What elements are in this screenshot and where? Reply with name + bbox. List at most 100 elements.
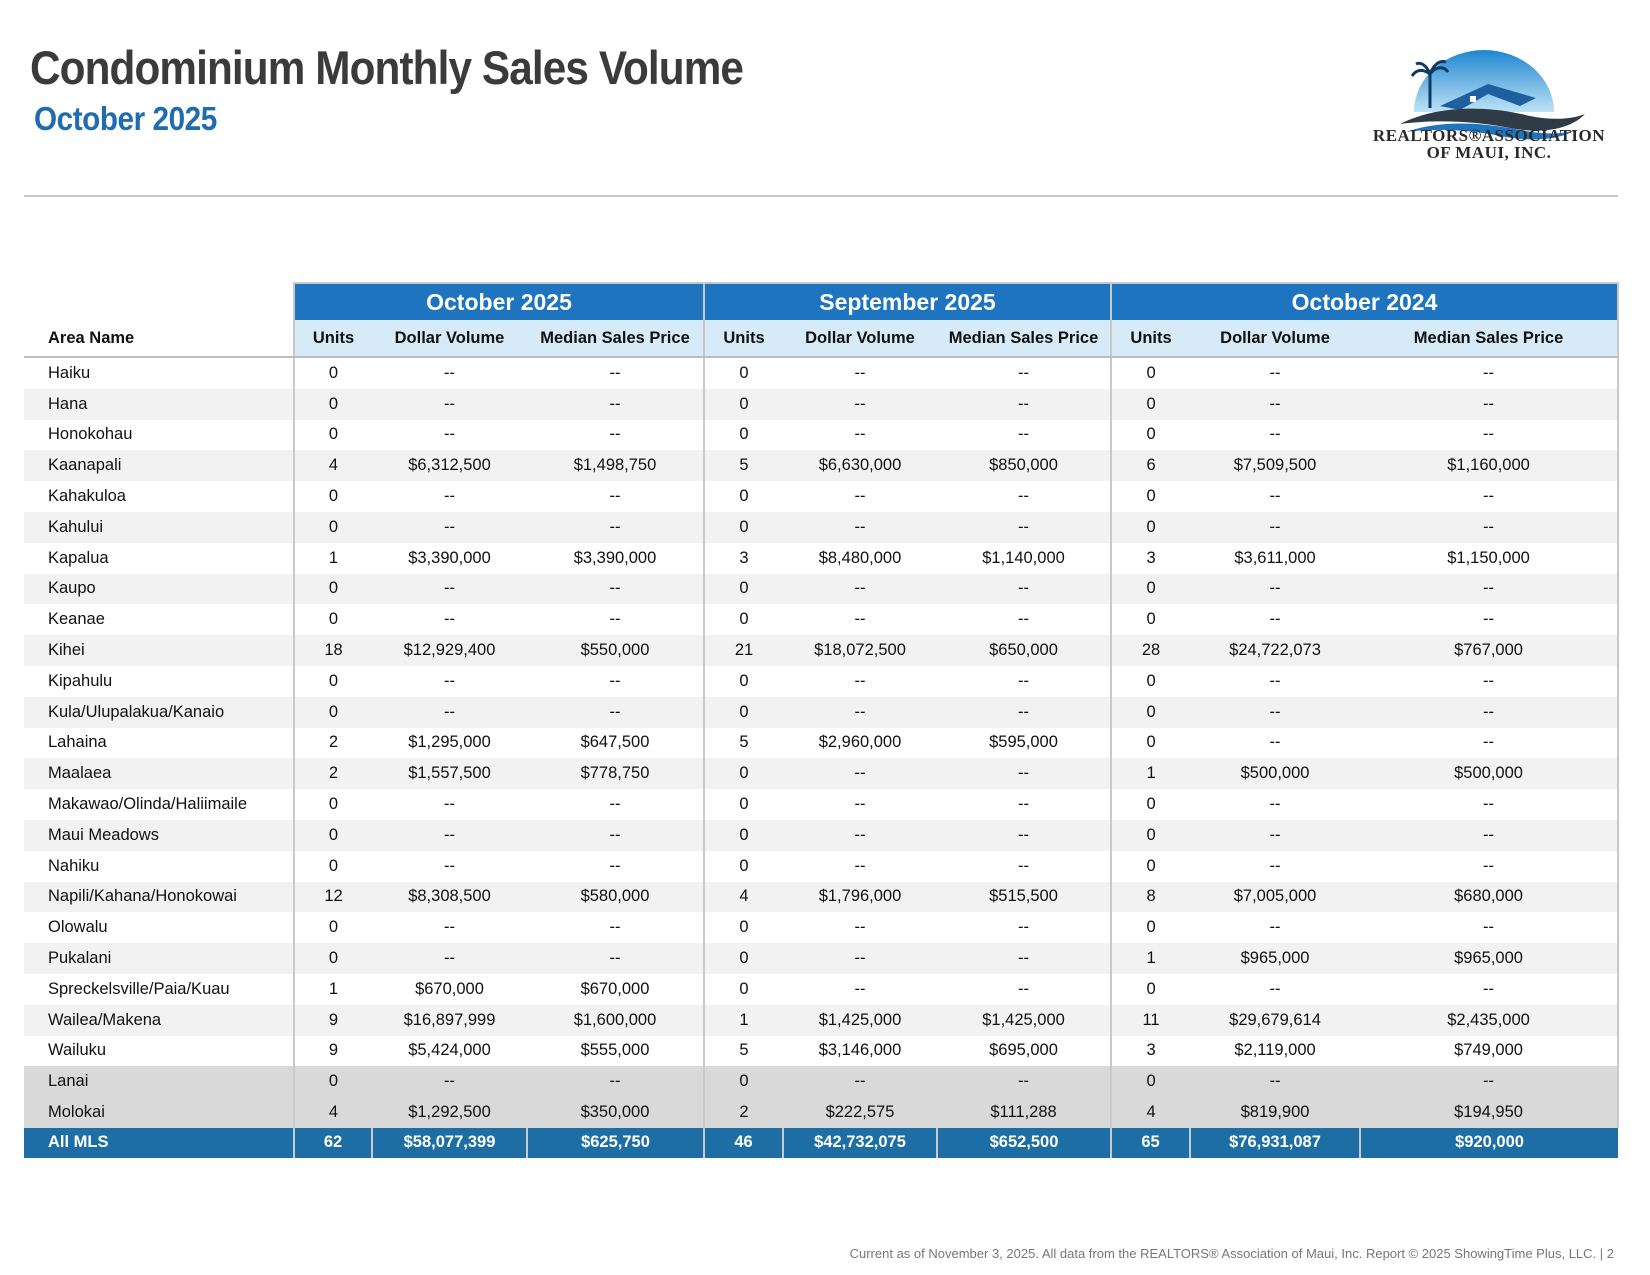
dollar-volume-cell: $6,312,500 [372,450,527,482]
dollar-volume-cell: -- [1269,610,1281,629]
units-cell: 3 [1146,548,1156,567]
units-cell: 0 [704,511,783,543]
median-price-cell: $1,498,750 [527,450,705,482]
median-price-cell: -- [937,758,1113,790]
column-header-dollar-volume: Dollar Volume [1190,320,1361,358]
dollar-volume-cell: -- [1269,795,1281,814]
dollar-volume-cell: $2,119,000 [1234,1041,1316,1060]
units-cell: 18 [294,635,372,666]
units-cell: 0 [739,795,749,814]
units-cell: 5 [739,1041,749,1060]
units-cell: 0 [739,918,749,937]
area-name-cell: Kahului [24,511,295,543]
median-price-cell: $965,000 [1360,943,1620,974]
units-cell: 0 [1146,918,1156,937]
table-row: Kula/Ulupalakua/Kanaio 0 -- -- 0 -- -- 0 -- -- [24,696,1620,728]
period-header-blank [24,283,294,320]
units-cell: 0 [1146,979,1156,998]
units-cell: 0 [328,363,339,382]
units-cell: 0 [1146,425,1156,444]
median-price-cell: $111,288 [937,1097,1113,1128]
report-footer: Current as of November 3, 2025. All data… [849,1246,1614,1261]
median-price-cell: -- [527,481,705,512]
median-price-cell: $767,000 [1360,635,1620,666]
units-cell: 9 [294,1004,372,1036]
median-price-cell: $350,000 [527,1097,705,1128]
units-cell: 3 [739,548,749,567]
table-row: Molokai 4 $1,292,500 $350,000 2 $222,575 $111,… [24,1097,1620,1128]
area-name-cell: Pukalani [24,943,295,974]
dollar-volume-cell: -- [783,696,937,728]
dollar-volume-cell: -- [1190,573,1361,605]
area-name-cell: Spreckelsville/Paia/Kuau [24,973,295,1005]
dollar-volume-cell: -- [444,856,455,875]
units-cell: 0 [704,696,783,728]
table-row: Olowalu 0 -- -- 0 -- -- 0 -- -- [24,912,1620,944]
dollar-volume-cell: -- [1190,819,1361,851]
area-name-cell: Kihei [24,635,295,666]
dollar-volume-cell: -- [1269,487,1281,506]
units-cell: 0 [328,918,339,937]
median-price-cell: -- [1360,727,1620,759]
table-row: Wailuku 9 $5,424,000 $555,000 5 $3,146,000 $69… [24,1035,1620,1067]
units-cell: 0 [1111,819,1191,851]
dollar-volume-cell: -- [444,487,455,506]
median-price-cell: -- [1360,573,1620,605]
units-cell: 0 [328,671,339,690]
dollar-volume-cell: -- [444,671,455,690]
median-price-cell: -- [527,1066,705,1098]
logo-line-2: OF MAUI, INC. [1426,143,1552,162]
median-price-cell: -- [937,388,1113,420]
median-price-cell: -- [527,943,705,974]
dollar-volume-cell: -- [372,511,527,543]
dollar-volume-cell: -- [854,610,866,629]
table-row: Lahaina 2 $1,295,000 $647,500 5 $2,960,000 $59… [24,727,1620,759]
dollar-volume-cell: $5,424,000 [408,1041,491,1060]
table-row: Kihei 18 $12,929,400 $550,000 21 $18,072,500 $… [24,635,1620,666]
units-cell: 0 [294,696,372,728]
median-price-cell: $670,000 [527,973,705,1005]
area-name-cell: Keanae [24,604,295,636]
dollar-volume-cell: -- [783,819,937,851]
table-row: Kaanapali 4 $6,312,500 $1,498,750 5 $6,630,00… [24,450,1620,482]
units-cell: 0 [704,943,783,974]
dollar-volume-cell: -- [1269,425,1281,444]
median-price-cell: -- [1360,912,1620,944]
median-price-cell: -- [527,604,705,636]
units-cell: 8 [1111,881,1191,913]
median-price-cell: -- [527,696,705,728]
median-price-cell: -- [1360,1066,1620,1098]
units-cell: 2 [704,1097,783,1128]
dollar-volume-cell: -- [783,943,937,974]
dollar-volume-cell: -- [372,696,527,728]
dollar-volume-cell: -- [854,671,866,690]
dollar-volume-cell: $8,308,500 [372,881,527,913]
median-price-cell: $515,500 [937,881,1113,913]
period-header: September 2025 [702,282,1112,320]
units-cell: 0 [739,979,749,998]
table-row: Hana 0 -- -- 0 -- -- 0 -- -- [24,388,1620,420]
area-name-cell: Maalaea [24,758,295,790]
area-name-cell: Molokai [24,1097,295,1128]
dollar-volume-cell: -- [854,979,866,998]
median-price-cell: -- [527,388,705,420]
median-price-cell: -- [937,696,1113,728]
median-price-cell: -- [1360,665,1620,697]
units-cell: 0 [704,758,783,790]
column-header-units: Units [703,320,783,358]
median-price-cell: $1,600,000 [527,1004,705,1036]
units-cell: 11 [1111,1004,1191,1036]
dollar-volume-cell: -- [854,918,866,937]
table-row: Napili/Kahana/Honokowai 12 $8,308,500 $580,… [24,881,1620,913]
units-cell: 2 [294,758,372,790]
units-cell: 1 [704,1004,783,1036]
units-cell: 0 [294,943,372,974]
column-header-median-price: Median Sales Price [937,320,1112,358]
dollar-volume-cell: $3,611,000 [1234,548,1316,567]
units-cell: 0 [739,671,749,690]
units-cell: 0 [704,573,783,605]
units-cell: 21 [704,635,783,666]
median-price-cell: $3,390,000 [527,542,705,574]
dollar-volume-cell: -- [372,819,527,851]
dollar-volume-cell: -- [783,573,937,605]
